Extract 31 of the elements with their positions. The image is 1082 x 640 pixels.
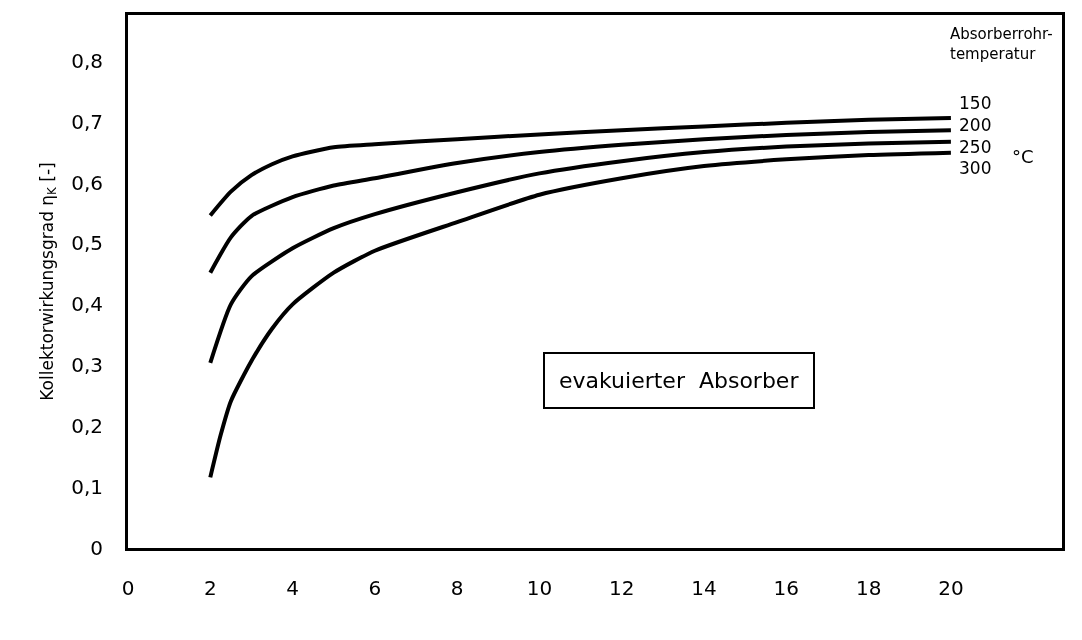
- y-tick-label: 0,8: [71, 48, 103, 73]
- x-tick-label: 12: [609, 576, 635, 600]
- x-tick-label: 18: [855, 576, 882, 600]
- y-tick-label: 0,6: [71, 170, 103, 195]
- x-tick-label: 8: [450, 576, 464, 600]
- line-series: [208, 139, 953, 365]
- series-label: 300: [959, 158, 992, 178]
- y-tick-label: 0,3: [71, 353, 103, 378]
- y-tick-label: 0,4: [71, 292, 103, 317]
- x-tick-label: 0: [121, 576, 135, 600]
- x-tick-label: 20: [938, 576, 964, 600]
- y-tick-label: 0,5: [71, 231, 103, 256]
- x-tick-label: 6: [368, 576, 382, 600]
- series-label: 150: [959, 93, 992, 113]
- line-series: [208, 128, 953, 275]
- x-tick-label: 16: [773, 576, 800, 600]
- x-tick-label: 14: [691, 576, 717, 600]
- x-tick-label: 2: [203, 576, 217, 600]
- line-series: [208, 150, 953, 480]
- series-label: 250: [959, 137, 992, 157]
- y-tick-label: 0,2: [71, 414, 103, 439]
- x-tick-label: 10: [526, 576, 553, 600]
- annotation: °C: [1012, 146, 1034, 167]
- legend-title: Absorberrohr- temperatur: [950, 25, 1053, 63]
- y-tick-label: 0,1: [71, 475, 103, 500]
- series-label: 200: [959, 115, 992, 135]
- x-tick-label: 4: [286, 576, 299, 600]
- y-tick-label: 0,7: [71, 109, 103, 134]
- y-tick-label: 0: [90, 536, 103, 560]
- line-series: [208, 115, 953, 218]
- annotation: evakuierter Absorber: [559, 368, 800, 393]
